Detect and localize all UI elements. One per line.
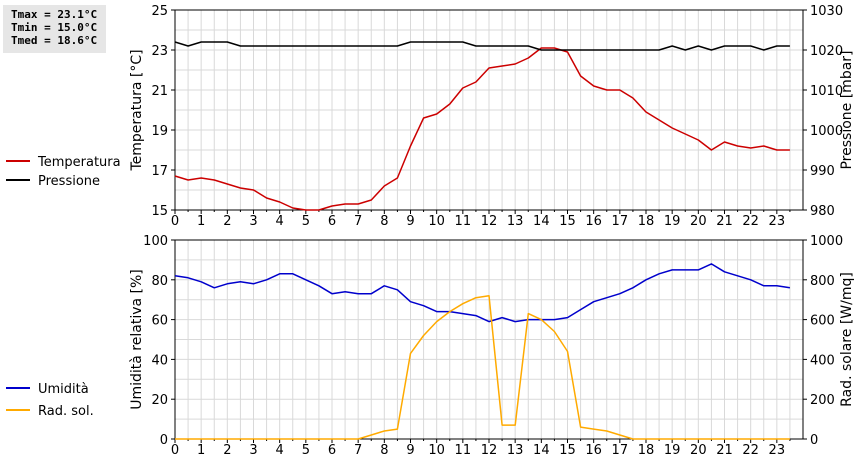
top-x-tick-label: 11 — [455, 214, 472, 229]
bottom-x-tick-label: 23 — [769, 443, 786, 458]
bottom-y-tick-label: 20 — [151, 393, 168, 408]
series-line-umidit — [174, 263, 791, 323]
legend-label-temperatura: Temperatura — [37, 155, 121, 170]
top-y2-tick-label: 980 — [810, 204, 835, 219]
bottom-y-tick-label: 40 — [151, 353, 168, 368]
bottom-y2-axis-label: Rad. solare [W/mq] — [839, 272, 855, 407]
top-x-tick-label: 14 — [533, 214, 550, 229]
top-x-tick-label: 8 — [380, 214, 388, 229]
bottom-x-tick-label: 17 — [612, 443, 629, 458]
bottom-x-tick-label: 5 — [302, 443, 310, 458]
bottom-x-tick-label: 6 — [328, 443, 336, 458]
bottom-x-tick-label: 19 — [664, 443, 681, 458]
top-x-tick-label: 3 — [249, 214, 257, 229]
top-y-axis-label: Temperatura [°C] — [129, 49, 145, 171]
top-x-tick-label: 7 — [354, 214, 362, 229]
legend-label-rad-sol: Rad. sol. — [38, 404, 94, 419]
bottom-y-tick-label: 100 — [143, 234, 168, 249]
top-x-tick-label: 2 — [223, 214, 231, 229]
bottom-x-tick-label: 3 — [249, 443, 257, 458]
bottom-y2-tick-label: 400 — [810, 353, 835, 368]
top-x-tick-label: 10 — [428, 214, 445, 229]
top-y-tick-label: 21 — [151, 84, 168, 99]
bottom-x-tick-label: 10 — [428, 443, 445, 458]
bottom-x-tick-label: 12 — [481, 443, 498, 458]
bottom-x-tick-label: 4 — [276, 443, 284, 458]
bottom-x-tick-label: 11 — [455, 443, 472, 458]
legend-label-umidit: Umidità — [38, 382, 89, 397]
top-x-tick-label: 16 — [585, 214, 602, 229]
top-y2-tick-label: 1030 — [810, 4, 843, 19]
bottom-x-tick-label: 22 — [742, 443, 759, 458]
top-y-tick-label: 15 — [151, 204, 168, 219]
bottom-x-tick-label: 21 — [716, 443, 733, 458]
top-y-tick-label: 17 — [151, 164, 168, 179]
top-x-tick-label: 15 — [559, 214, 576, 229]
bottom-x-tick-label: 20 — [690, 443, 707, 458]
top-y-tick-label: 25 — [151, 4, 168, 19]
top-y2-tick-label: 1010 — [810, 84, 843, 99]
top-chart-panel: 0 1 2 3 4 5 6 7 8 9 10 11 12 13 14 15 16 17 18 19 20 21 22 2315… — [6, 4, 855, 229]
bottom-x-tick-label: 14 — [533, 443, 550, 458]
bottom-y-tick-label: 60 — [151, 314, 168, 329]
top-y2-tick-label: 990 — [810, 164, 835, 179]
bottom-y-tick-label: 0 — [160, 433, 168, 448]
top-x-tick-label: 18 — [638, 214, 655, 229]
top-x-tick-label: 0 — [171, 214, 179, 229]
top-y-tick-label: 23 — [151, 44, 168, 59]
bottom-y2-tick-label: 200 — [810, 393, 835, 408]
bottom-y2-tick-label: 800 — [810, 274, 835, 289]
bottom-y-tick-label: 80 — [151, 274, 168, 289]
top-x-tick-label: 21 — [716, 214, 733, 229]
bottom-x-tick-label: 13 — [507, 443, 524, 458]
top-x-tick-label: 1 — [197, 214, 205, 229]
bottom-x-tick-label: 18 — [638, 443, 655, 458]
bottom-x-tick-label: 7 — [354, 443, 362, 458]
top-x-tick-label: 5 — [302, 214, 310, 229]
bottom-y2-tick-label: 1000 — [810, 234, 843, 249]
bottom-y2-tick-label: 600 — [810, 314, 835, 329]
top-y2-tick-label: 1020 — [810, 44, 843, 59]
top-x-tick-label: 13 — [507, 214, 524, 229]
bottom-y2-tick-label: 0 — [810, 433, 818, 448]
top-x-tick-label: 6 — [328, 214, 336, 229]
bottom-x-tick-label: 8 — [380, 443, 388, 458]
top-y2-axis-label: Pressione [mbar] — [839, 50, 855, 169]
bottom-y-axis-label: Umidità relativa [%] — [129, 269, 145, 410]
top-x-tick-label: 17 — [612, 214, 629, 229]
series-line-rad-sol — [175, 294, 790, 440]
top-x-tick-label: 9 — [406, 214, 414, 229]
series-line-temperatura — [174, 47, 790, 211]
bottom-x-tick-label: 0 — [171, 443, 179, 458]
tmax-text: Tmax = 23.1°C — [11, 8, 98, 21]
bottom-x-tick-label: 15 — [559, 443, 576, 458]
top-x-tick-label: 4 — [276, 214, 284, 229]
tmin-text: Tmin = 15.0°C — [11, 21, 98, 34]
top-x-tick-label: 23 — [769, 214, 786, 229]
top-x-tick-label: 20 — [690, 214, 707, 229]
stats-box: Tmax = 23.1°C Tmin = 15.0°C Tmed = 18.6°… — [3, 5, 106, 53]
bottom-x-tick-label: 16 — [585, 443, 602, 458]
legend-label-pressione: Pressione — [38, 174, 100, 189]
bottom-x-tick-label: 2 — [223, 443, 231, 458]
series-line-pressione — [174, 41, 790, 51]
tmed-text: Tmed = 18.6°C — [11, 34, 98, 47]
top-x-tick-label: 19 — [664, 214, 681, 229]
top-x-tick-label: 12 — [481, 214, 498, 229]
top-x-tick-label: 22 — [742, 214, 759, 229]
bottom-x-tick-label: 1 — [197, 443, 205, 458]
bottom-x-tick-label: 9 — [406, 443, 414, 458]
top-y2-tick-label: 1000 — [810, 124, 843, 139]
bottom-chart-panel: 0 1 2 3 4 5 6 7 8 9 10 11 12 13 14 15 16 17 18 19 20 21 22 2302… — [6, 234, 855, 458]
top-y-tick-label: 19 — [151, 124, 168, 139]
